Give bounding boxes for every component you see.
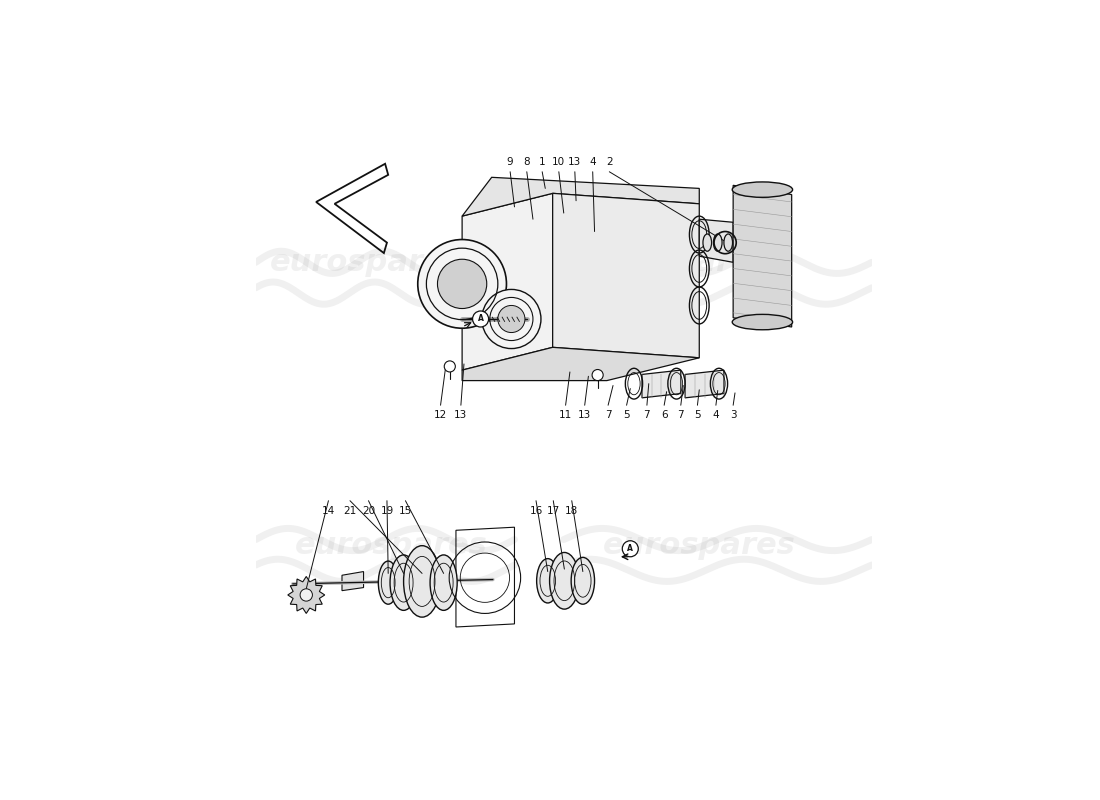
Ellipse shape bbox=[733, 314, 793, 330]
Text: 4: 4 bbox=[713, 410, 719, 420]
Text: 11: 11 bbox=[559, 410, 572, 420]
Ellipse shape bbox=[550, 553, 579, 609]
Text: eurospares: eurospares bbox=[603, 531, 795, 560]
Text: 7: 7 bbox=[605, 410, 612, 420]
Ellipse shape bbox=[537, 558, 559, 603]
Text: 19: 19 bbox=[381, 506, 394, 516]
Text: eurospares: eurospares bbox=[295, 531, 487, 560]
Circle shape bbox=[592, 370, 603, 381]
Text: 13: 13 bbox=[579, 410, 592, 420]
Text: 7: 7 bbox=[644, 410, 650, 420]
Text: 4: 4 bbox=[590, 157, 596, 167]
Circle shape bbox=[418, 239, 506, 328]
Ellipse shape bbox=[378, 561, 398, 604]
Polygon shape bbox=[288, 577, 324, 614]
Text: 7: 7 bbox=[678, 410, 684, 420]
Circle shape bbox=[482, 290, 541, 349]
Text: 10: 10 bbox=[552, 157, 565, 167]
Ellipse shape bbox=[390, 555, 417, 610]
Text: A: A bbox=[477, 314, 484, 323]
Text: 2: 2 bbox=[606, 157, 613, 167]
Ellipse shape bbox=[404, 546, 440, 617]
Polygon shape bbox=[733, 186, 792, 327]
Text: 12: 12 bbox=[433, 410, 448, 420]
Text: 8: 8 bbox=[524, 157, 530, 167]
Text: 1: 1 bbox=[539, 157, 546, 167]
Polygon shape bbox=[642, 370, 681, 398]
Text: 5: 5 bbox=[624, 410, 630, 420]
Text: A: A bbox=[627, 544, 634, 554]
Ellipse shape bbox=[571, 558, 594, 604]
Text: 17: 17 bbox=[547, 506, 560, 516]
Polygon shape bbox=[462, 347, 700, 381]
Polygon shape bbox=[462, 178, 700, 216]
Text: 20: 20 bbox=[362, 506, 375, 516]
Ellipse shape bbox=[714, 234, 722, 251]
Text: 3: 3 bbox=[729, 410, 737, 420]
Circle shape bbox=[623, 541, 638, 557]
Text: 13: 13 bbox=[454, 410, 467, 420]
Circle shape bbox=[438, 259, 486, 309]
Circle shape bbox=[444, 361, 455, 372]
Text: 16: 16 bbox=[529, 506, 542, 516]
Circle shape bbox=[300, 589, 312, 601]
Text: eurospares: eurospares bbox=[579, 248, 771, 277]
Circle shape bbox=[498, 306, 525, 333]
Polygon shape bbox=[700, 219, 733, 262]
Text: 21: 21 bbox=[343, 506, 356, 516]
Polygon shape bbox=[685, 370, 724, 398]
Text: 15: 15 bbox=[399, 506, 412, 516]
Polygon shape bbox=[552, 194, 700, 358]
Ellipse shape bbox=[430, 555, 458, 610]
Polygon shape bbox=[462, 194, 552, 370]
Text: 18: 18 bbox=[565, 506, 579, 516]
Text: 5: 5 bbox=[694, 410, 701, 420]
Text: 9: 9 bbox=[507, 157, 514, 167]
Ellipse shape bbox=[724, 234, 733, 251]
Ellipse shape bbox=[703, 234, 712, 251]
Text: eurospares: eurospares bbox=[271, 248, 463, 277]
Ellipse shape bbox=[733, 182, 793, 198]
Text: 14: 14 bbox=[322, 506, 335, 516]
Polygon shape bbox=[342, 571, 363, 590]
Text: 6: 6 bbox=[661, 410, 668, 420]
Circle shape bbox=[473, 311, 488, 327]
Text: 13: 13 bbox=[569, 157, 582, 167]
